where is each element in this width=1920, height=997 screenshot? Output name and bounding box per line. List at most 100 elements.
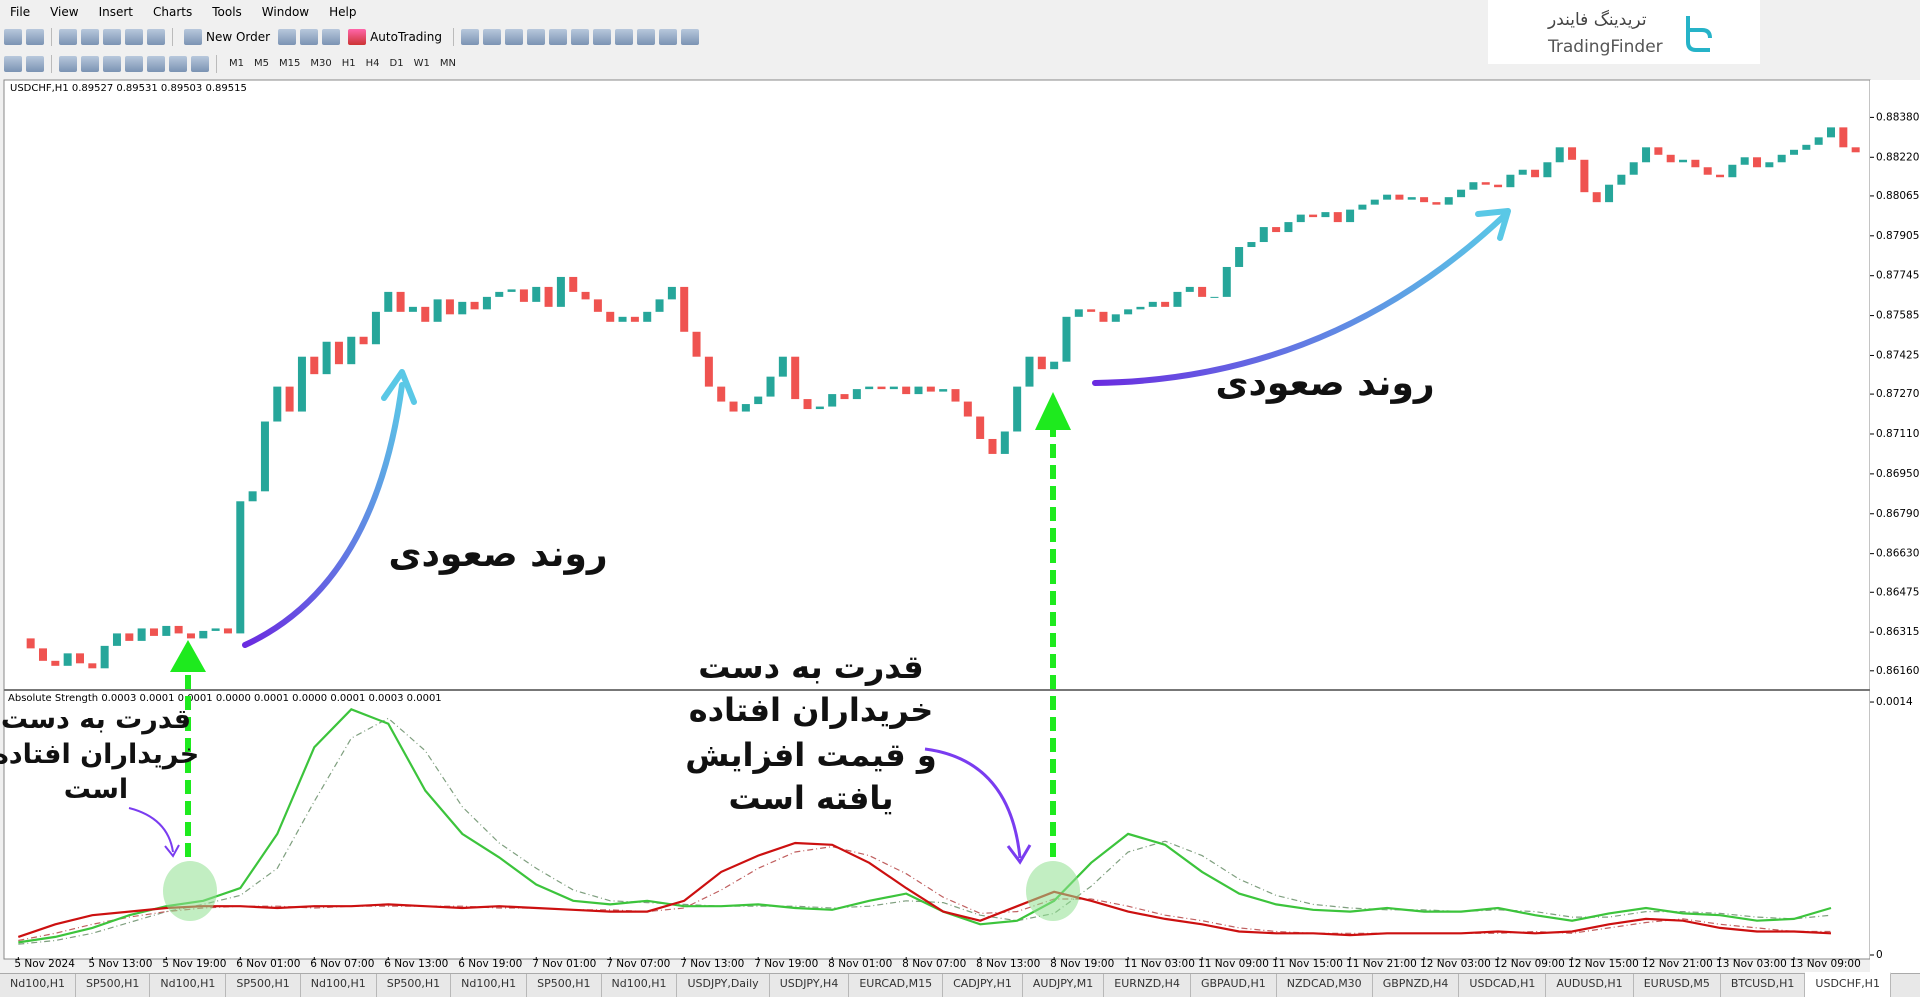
candle (988, 438, 997, 454)
auto-trading-button[interactable]: AutoTrading (344, 28, 446, 45)
chart-tab[interactable]: USDJPY,H4 (770, 974, 850, 997)
chart-tab[interactable]: Nd100,H1 (301, 974, 377, 997)
chart-frame (3, 79, 1871, 960)
icon[interactable] (592, 28, 611, 45)
icon[interactable] (482, 28, 501, 45)
icon[interactable] (4, 55, 22, 72)
chart-tab[interactable]: Nd100,H1 (602, 974, 678, 997)
candle (1666, 154, 1675, 163)
icon[interactable] (4, 28, 22, 45)
icon[interactable] (59, 55, 77, 72)
chart-tab[interactable]: GBPAUD,H1 (1191, 974, 1277, 997)
candle (1716, 174, 1725, 178)
chart-tab[interactable]: Nd100,H1 (451, 974, 528, 997)
chart-tab[interactable]: SP500,H1 (377, 974, 452, 997)
icon[interactable] (103, 28, 121, 45)
chart-tab[interactable]: USDCAD,H1 (1459, 974, 1547, 997)
candle (482, 296, 491, 310)
timeframe-button[interactable]: MN (439, 58, 456, 69)
menu-item[interactable]: Insert (98, 5, 133, 19)
icon[interactable] (26, 55, 44, 72)
icon[interactable] (191, 55, 209, 72)
candle (75, 653, 84, 664)
chart-tab[interactable]: GBPNZD,H4 (1373, 974, 1460, 997)
icon[interactable] (59, 28, 77, 45)
icon[interactable] (26, 28, 44, 45)
icon[interactable] (169, 55, 187, 72)
icon[interactable] (680, 28, 699, 45)
logo-stroke (1686, 16, 1712, 52)
chart-tab[interactable]: USDJPY,Daily (677, 974, 770, 997)
timeframe-button[interactable]: M30 (310, 58, 332, 69)
icon[interactable] (460, 28, 479, 45)
menu-item[interactable]: Tools (212, 5, 242, 19)
timeframe-button[interactable]: M5 (254, 58, 269, 69)
separator (51, 27, 52, 46)
timeframe-button[interactable]: M15 (279, 58, 301, 69)
timeframe-button[interactable]: D1 (389, 58, 404, 69)
icon[interactable] (614, 28, 633, 45)
chart-tab[interactable]: CADJPY,H1 (943, 974, 1023, 997)
timeframe-button[interactable]: H1 (341, 58, 356, 69)
icon[interactable] (570, 28, 589, 45)
menu-item[interactable]: View (50, 5, 79, 19)
icon[interactable] (278, 28, 297, 45)
timeframe-button[interactable]: H4 (365, 58, 380, 69)
candle (1839, 127, 1848, 148)
candle (310, 356, 319, 375)
timeframe-button[interactable]: W1 (413, 58, 430, 69)
chart-tab[interactable]: AUDUSD,H1 (1546, 974, 1634, 997)
candle (951, 389, 960, 402)
candle (655, 299, 664, 312)
candle (1309, 214, 1318, 218)
chart-tab[interactable]: Nd100,H1 (0, 974, 76, 997)
new-order-button[interactable]: New Order (180, 28, 274, 45)
menu-item[interactable]: Help (329, 5, 357, 19)
icon[interactable] (81, 55, 99, 72)
chart-tab[interactable]: NZDCAD,M30 (1277, 974, 1373, 997)
candle (1629, 162, 1638, 175)
chart-tab[interactable]: SP500,H1 (76, 974, 151, 997)
candle (1037, 356, 1046, 370)
candle (297, 356, 306, 412)
icon[interactable] (103, 55, 121, 72)
candle (1148, 301, 1157, 307)
icon[interactable] (658, 28, 677, 45)
chart-tab[interactable]: EURNZD,H4 (1104, 974, 1191, 997)
annotations: روند صعودی روند صعودی قدرت به دست خریدار… (0, 363, 1435, 817)
chart-tab[interactable]: AUDJPY,M1 (1023, 974, 1105, 997)
icon[interactable] (125, 28, 143, 45)
y-tick-label: 0.87110 (1876, 428, 1919, 440)
icon[interactable] (300, 28, 319, 45)
candle (1333, 212, 1342, 223)
icon[interactable] (636, 28, 655, 45)
chart-tab[interactable]: EURCAD,M15 (849, 974, 944, 997)
icon[interactable] (548, 28, 567, 45)
candle (26, 638, 35, 649)
icon[interactable] (147, 55, 165, 72)
chart-tab[interactable]: Nd100,H1 (150, 974, 227, 997)
chart-tab[interactable]: BTCUSD,H1 (1721, 974, 1806, 997)
chart-tab[interactable]: SP500,H1 (226, 974, 301, 997)
icon[interactable] (526, 28, 545, 45)
icon[interactable] (147, 28, 165, 45)
x-tick-label: 6 Nov 01:00 (236, 958, 300, 970)
icon[interactable] (504, 28, 523, 45)
indicator-line (17, 841, 1832, 938)
menu-item[interactable]: Charts (153, 5, 193, 19)
chart-tab[interactable]: USDCHF,H1 (1805, 972, 1891, 997)
candle (458, 301, 467, 315)
candle (1050, 361, 1059, 370)
candle (63, 653, 72, 666)
icon[interactable] (81, 28, 99, 45)
menu-item[interactable]: Window (261, 5, 310, 19)
chart-tab[interactable]: EURUSD,M5 (1634, 974, 1721, 997)
icon[interactable] (322, 28, 341, 45)
candle (667, 286, 676, 300)
y-tick-label: 0.86160 (1876, 665, 1919, 677)
timeframe-button[interactable]: M1 (229, 58, 244, 69)
candle (704, 356, 713, 387)
chart-tab[interactable]: SP500,H1 (527, 974, 602, 997)
menu-item[interactable]: File (10, 5, 31, 19)
icon[interactable] (125, 55, 143, 72)
